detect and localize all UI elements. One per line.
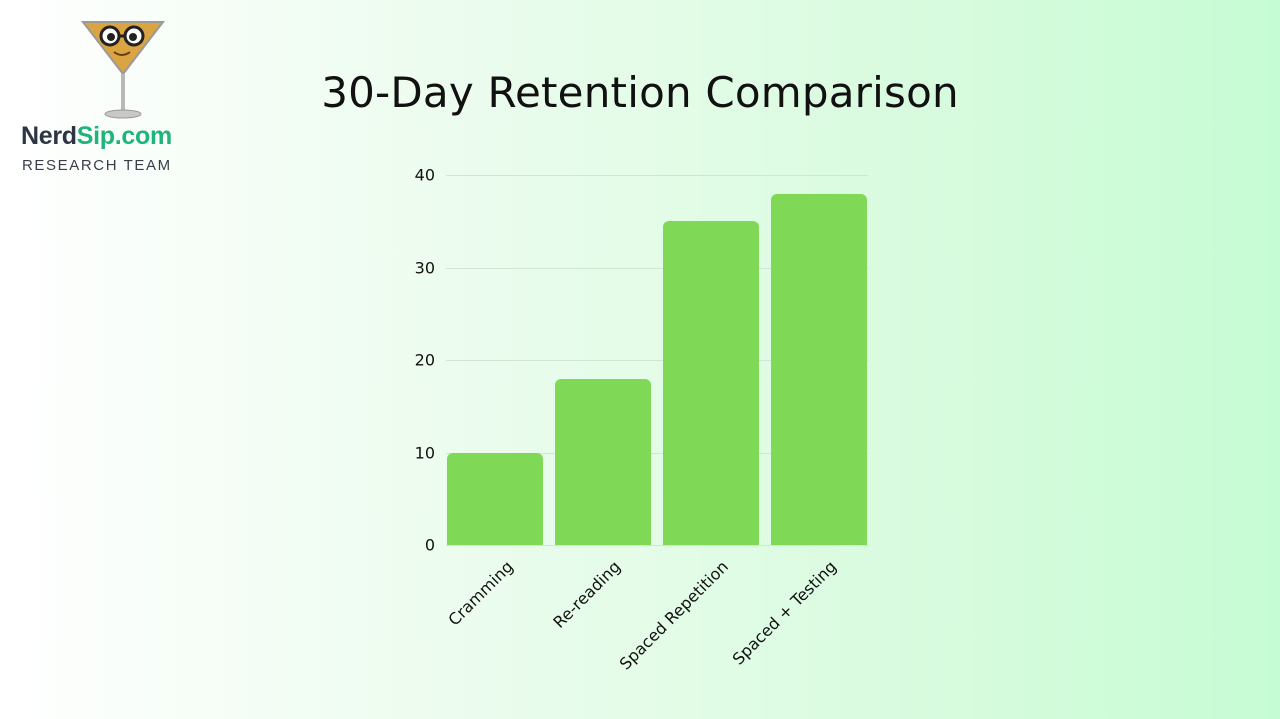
y-tick-label: 0 (424, 535, 435, 555)
bar-cramming (447, 452, 543, 545)
brand-subtitle: RESEARCH TEAM (22, 157, 172, 174)
chart-title: 30-Day Retention Comparison (321, 68, 959, 117)
brand-logo: NerdSip.com RESEARCH TEAM (18, 10, 198, 180)
y-tick-label: 10 (414, 443, 435, 462)
gridline (446, 267, 868, 269)
x-tick-label: Spaced Repetition (615, 557, 733, 674)
martini-glass-nerd-icon (80, 21, 166, 119)
x-tick-label: Re-reading (549, 557, 625, 632)
x-tick-label: Cramming (444, 557, 517, 630)
gridline (446, 360, 868, 361)
gridline (446, 452, 868, 454)
y-tick-label: 20 (414, 350, 435, 370)
bar-spaced-testing (771, 193, 867, 545)
y-tick-label: 40 (414, 165, 435, 185)
gridline (446, 175, 868, 176)
gridline (446, 545, 868, 546)
bar-chart: 0 10 20 30 40 Cramming Re-reading Spaced Repeti… (400, 160, 880, 700)
y-tick-label: 30 (414, 258, 435, 277)
bar-spaced-repetition (663, 221, 759, 545)
bar-re-reading (555, 378, 651, 545)
brand-name: NerdSip.com (21, 122, 172, 150)
x-tick-label: Spaced + Testing (728, 557, 841, 669)
